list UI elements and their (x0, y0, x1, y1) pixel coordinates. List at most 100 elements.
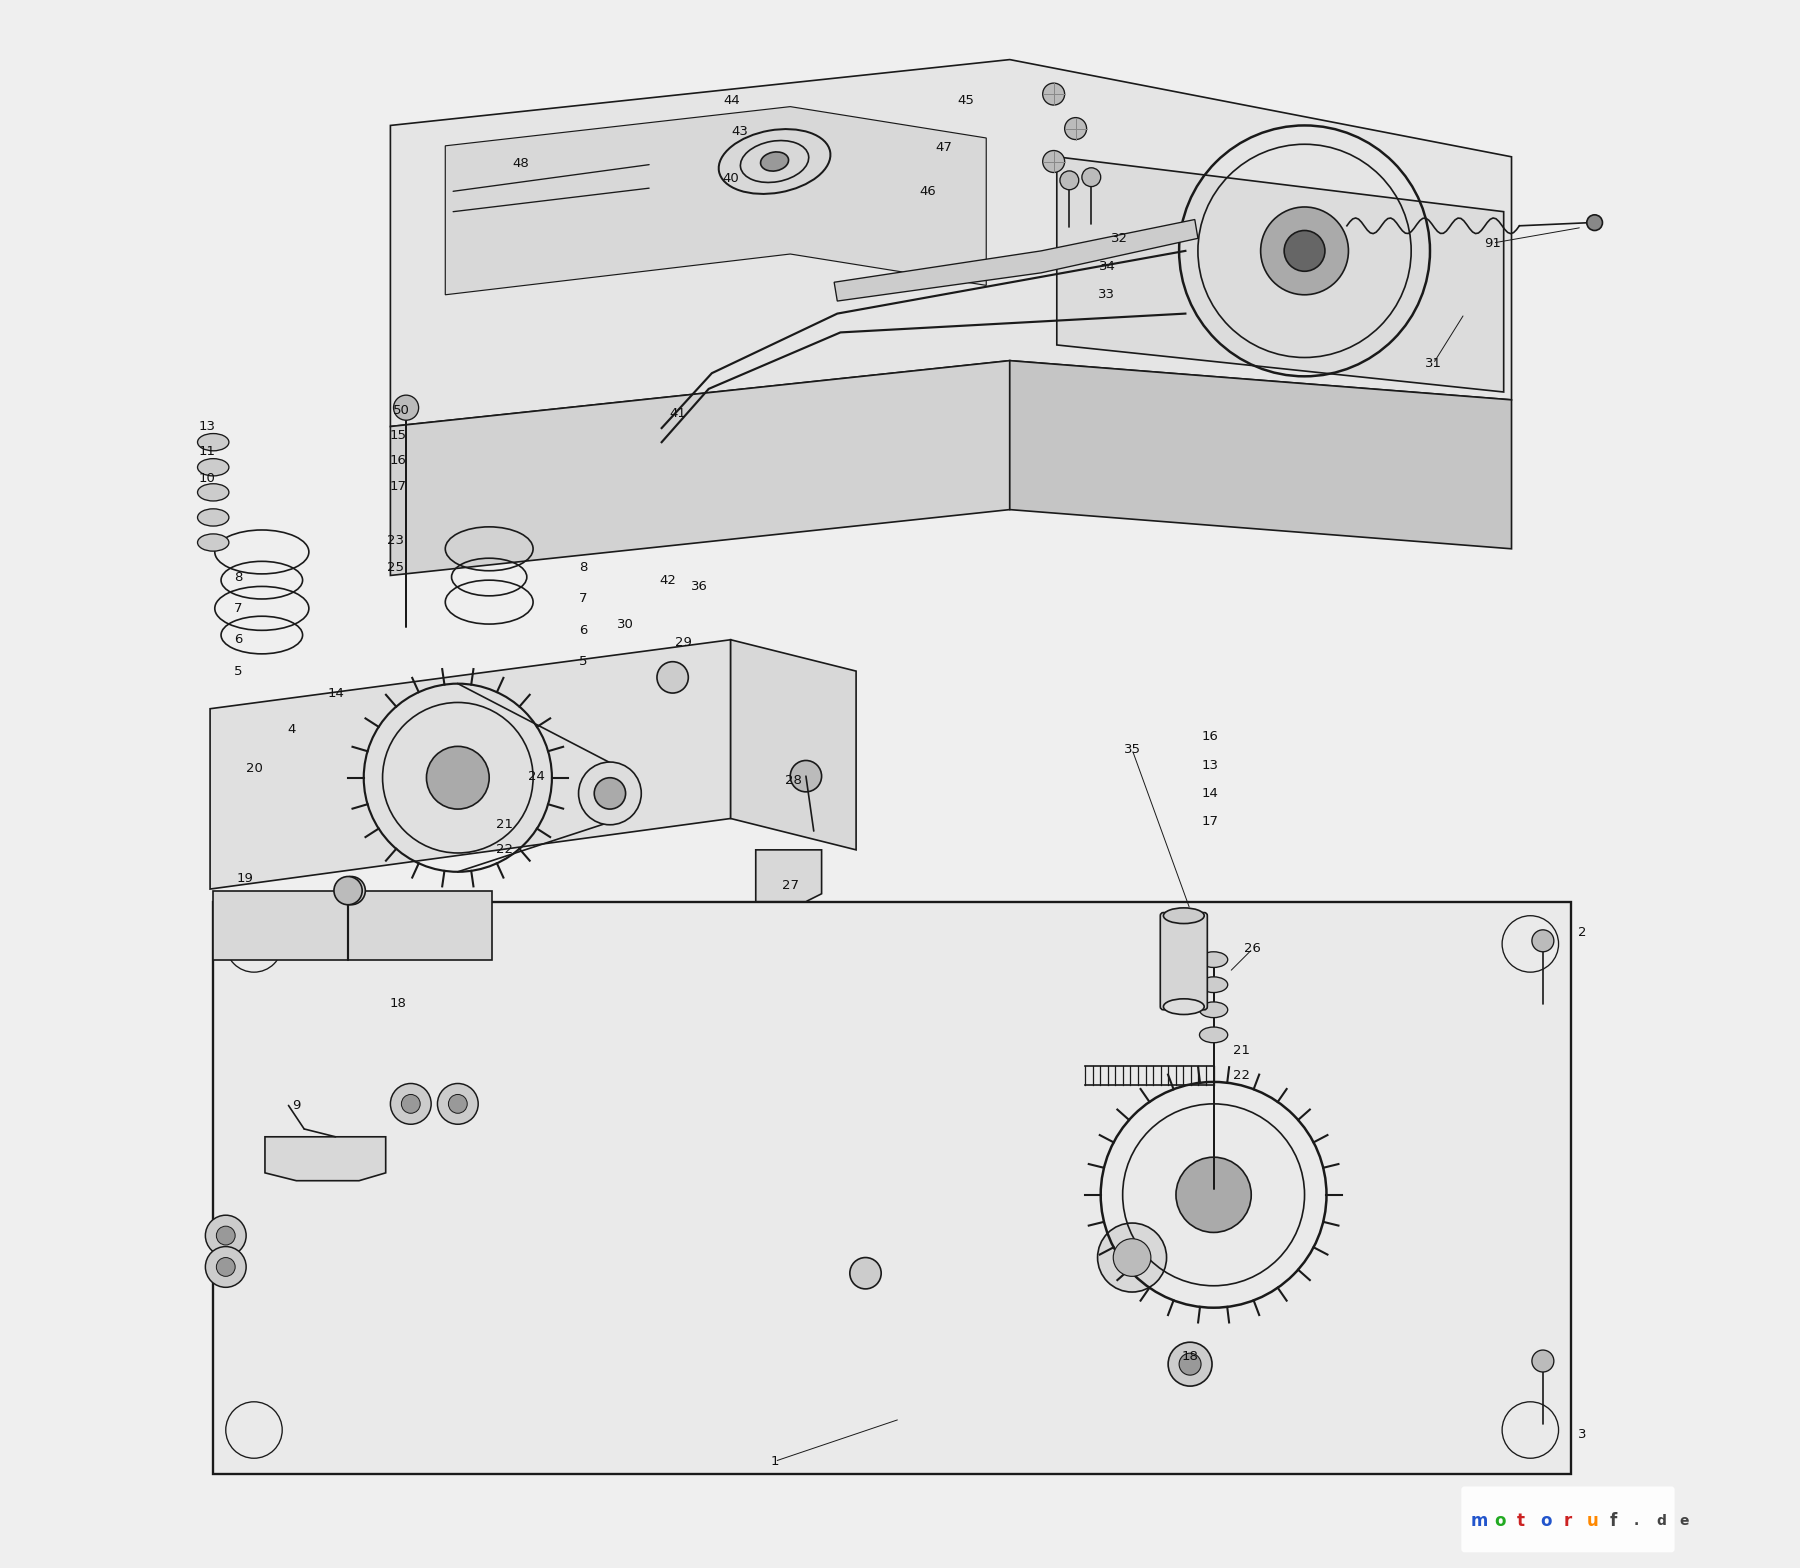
Text: 44: 44 (724, 94, 740, 107)
Circle shape (1042, 151, 1064, 172)
Circle shape (850, 1258, 882, 1289)
Text: 91: 91 (1485, 237, 1501, 249)
Text: 33: 33 (1098, 289, 1116, 301)
Text: 36: 36 (691, 580, 707, 593)
Text: 43: 43 (731, 125, 749, 138)
Circle shape (594, 778, 626, 809)
Polygon shape (833, 220, 1199, 301)
Text: f: f (1609, 1512, 1616, 1530)
Circle shape (205, 1247, 247, 1287)
Text: 16: 16 (1202, 731, 1219, 743)
Circle shape (1283, 230, 1325, 271)
Circle shape (1532, 1350, 1553, 1372)
Text: 40: 40 (722, 172, 740, 185)
Circle shape (1168, 1342, 1211, 1386)
Text: 11: 11 (198, 445, 216, 458)
Text: e: e (1679, 1515, 1688, 1527)
Text: 14: 14 (1202, 787, 1219, 800)
Polygon shape (391, 361, 1010, 575)
Text: 29: 29 (675, 637, 691, 649)
Text: d: d (1656, 1515, 1667, 1527)
Polygon shape (212, 891, 493, 960)
Circle shape (216, 1226, 236, 1245)
Circle shape (391, 1083, 432, 1124)
Text: 8: 8 (234, 571, 243, 583)
Text: 22: 22 (497, 844, 513, 856)
Circle shape (1082, 168, 1102, 187)
Text: 20: 20 (245, 762, 263, 775)
Ellipse shape (1163, 908, 1204, 924)
Text: 8: 8 (580, 561, 587, 574)
Text: 6: 6 (580, 624, 587, 637)
Polygon shape (731, 640, 857, 850)
Polygon shape (1010, 361, 1512, 549)
Circle shape (657, 662, 688, 693)
Ellipse shape (1163, 999, 1204, 1014)
Circle shape (790, 760, 821, 792)
Circle shape (1098, 1223, 1166, 1292)
Text: 30: 30 (617, 618, 634, 630)
Ellipse shape (198, 459, 229, 477)
Ellipse shape (1199, 1027, 1228, 1043)
Text: 6: 6 (234, 633, 243, 646)
Circle shape (1532, 930, 1553, 952)
Text: o: o (1494, 1512, 1505, 1530)
Text: 18: 18 (1181, 1350, 1199, 1363)
Text: 13: 13 (198, 420, 216, 433)
Text: 5: 5 (580, 655, 587, 668)
Text: 16: 16 (391, 455, 407, 467)
Ellipse shape (198, 433, 229, 452)
Text: 42: 42 (659, 574, 677, 586)
Circle shape (1060, 171, 1078, 190)
Text: o: o (1541, 1512, 1552, 1530)
Text: 45: 45 (958, 94, 974, 107)
Circle shape (1260, 207, 1348, 295)
Text: 47: 47 (936, 141, 952, 154)
Circle shape (1042, 83, 1064, 105)
Text: 48: 48 (513, 157, 529, 169)
Text: 21: 21 (497, 818, 513, 831)
Text: 13: 13 (1202, 759, 1219, 771)
Text: 24: 24 (527, 770, 545, 782)
Circle shape (437, 1083, 479, 1124)
Circle shape (427, 746, 490, 809)
Text: 7: 7 (580, 593, 587, 605)
Text: 50: 50 (392, 405, 410, 417)
Circle shape (1179, 1353, 1201, 1375)
Text: u: u (1588, 1512, 1598, 1530)
Text: 14: 14 (328, 687, 344, 699)
Text: r: r (1564, 1512, 1571, 1530)
Ellipse shape (198, 483, 229, 502)
Circle shape (1064, 118, 1087, 140)
Ellipse shape (1199, 952, 1228, 967)
Text: 46: 46 (920, 185, 936, 198)
Polygon shape (391, 60, 1512, 426)
Text: 15: 15 (391, 430, 407, 442)
Text: 26: 26 (1244, 942, 1262, 955)
Text: t: t (1517, 1512, 1525, 1530)
Text: 31: 31 (1424, 358, 1442, 370)
Text: 18: 18 (391, 997, 407, 1010)
Text: m: m (1471, 1512, 1489, 1530)
Text: 41: 41 (670, 408, 686, 420)
Text: 35: 35 (1123, 743, 1141, 756)
Text: 19: 19 (236, 872, 254, 884)
Text: 7: 7 (234, 602, 243, 615)
Ellipse shape (1199, 1002, 1228, 1018)
Text: 28: 28 (785, 775, 801, 787)
Circle shape (578, 762, 641, 825)
Circle shape (448, 1094, 468, 1113)
Circle shape (205, 1215, 247, 1256)
Text: 17: 17 (1202, 815, 1219, 828)
Text: 5: 5 (234, 665, 243, 677)
FancyBboxPatch shape (1462, 1486, 1674, 1552)
Circle shape (335, 877, 362, 905)
Circle shape (1588, 215, 1602, 230)
Text: 21: 21 (1233, 1044, 1251, 1057)
Text: 3: 3 (1579, 1428, 1586, 1441)
Polygon shape (756, 850, 821, 902)
Text: 22: 22 (1233, 1069, 1251, 1082)
FancyBboxPatch shape (1161, 913, 1208, 1010)
Text: 9: 9 (292, 1099, 301, 1112)
Ellipse shape (198, 533, 229, 552)
